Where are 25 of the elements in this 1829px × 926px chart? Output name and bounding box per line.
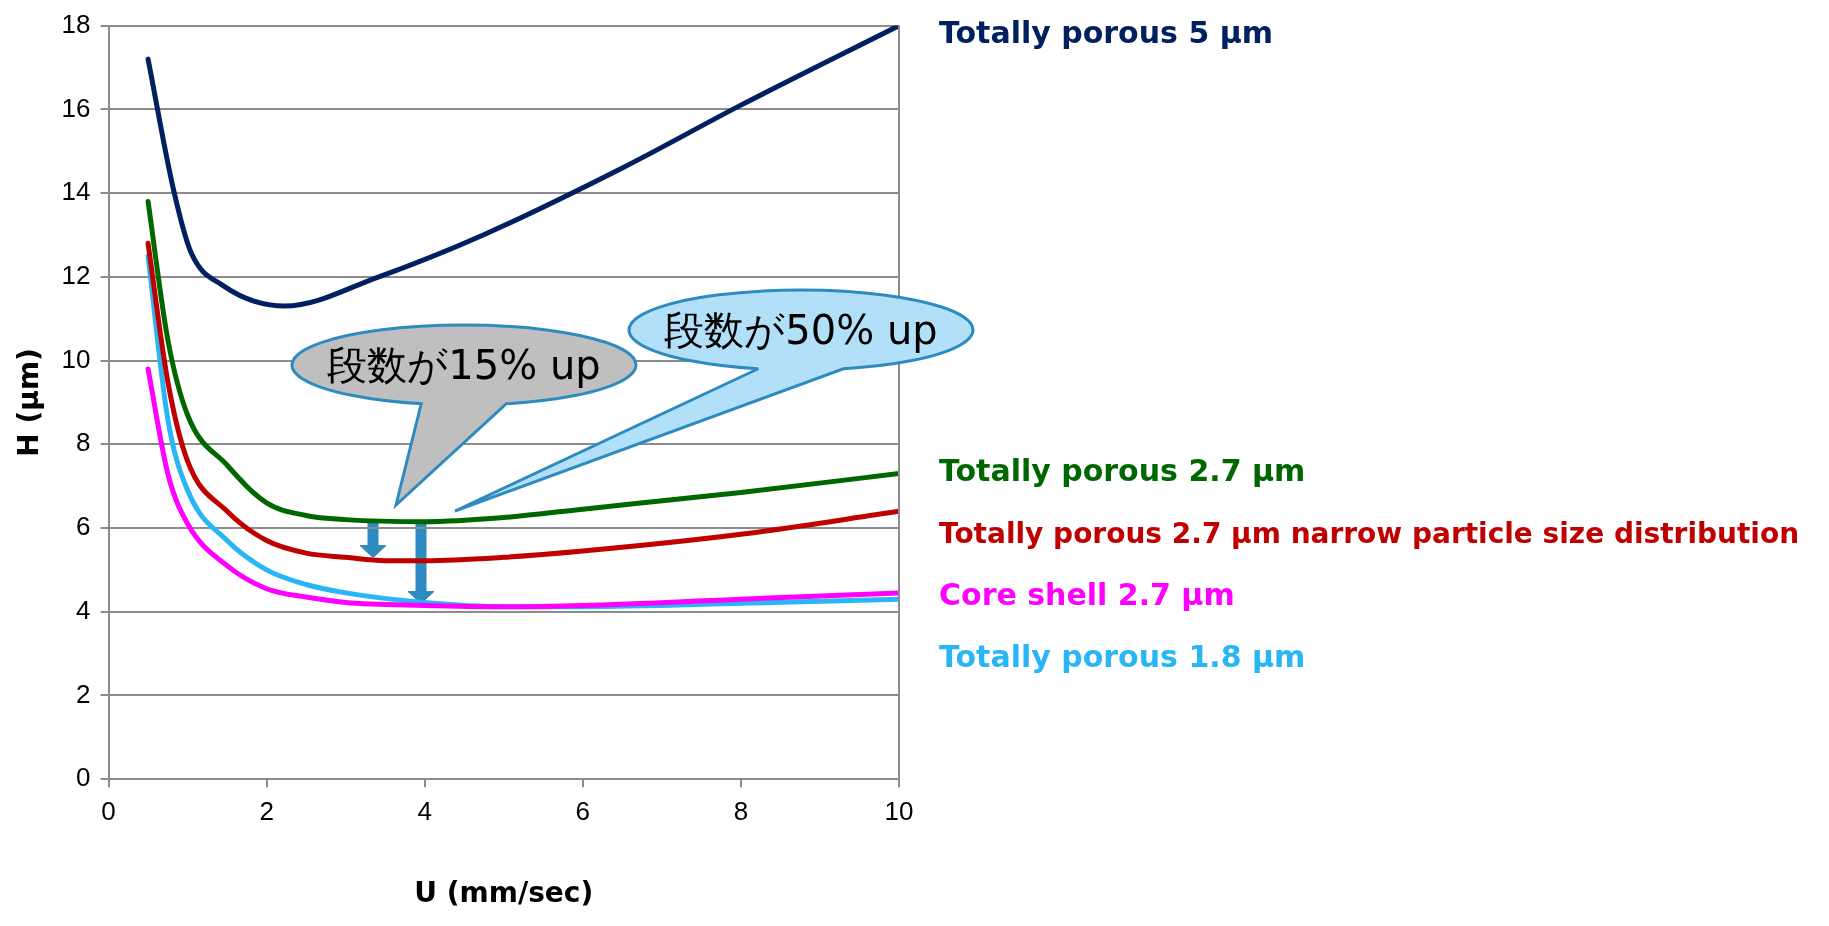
y-tick-label: 2	[76, 678, 91, 709]
x-tick-label: 6	[575, 795, 591, 826]
y-tick-label: 14	[61, 176, 91, 207]
x-tick-label: 4	[417, 795, 432, 826]
y-tick-label: 12	[61, 259, 91, 290]
series-label: Totally porous 2.7 μm narrow particle size distribution	[939, 516, 1800, 550]
annotation: 段数が50% up	[664, 305, 938, 355]
y-tick-label: 0	[76, 762, 91, 793]
x-tick-label: 8	[733, 795, 749, 826]
x-tick-label: 10	[884, 795, 914, 826]
x-tick-label: 0	[101, 795, 116, 826]
y-tick-label: 6	[76, 511, 91, 542]
series-label: Totally porous 2.7 μm	[939, 453, 1306, 489]
y-tick-label: 10	[61, 343, 91, 374]
y-tick-label: 8	[76, 427, 91, 458]
y-tick-label: 4	[76, 594, 91, 625]
annotation: 段数が15% up	[327, 340, 601, 390]
series-label: Totally porous 1.8 μm	[939, 639, 1306, 675]
y-tick-label: 16	[61, 92, 91, 123]
series-label: Core shell 2.7 μm	[939, 577, 1235, 613]
x-axis-title: U (mm/sec)	[414, 876, 594, 910]
y-axis-title: H (μm)	[12, 348, 46, 457]
series-label: Totally porous 5 μm	[939, 15, 1274, 51]
x-tick-label: 2	[259, 795, 274, 826]
y-tick-label: 18	[61, 8, 91, 39]
